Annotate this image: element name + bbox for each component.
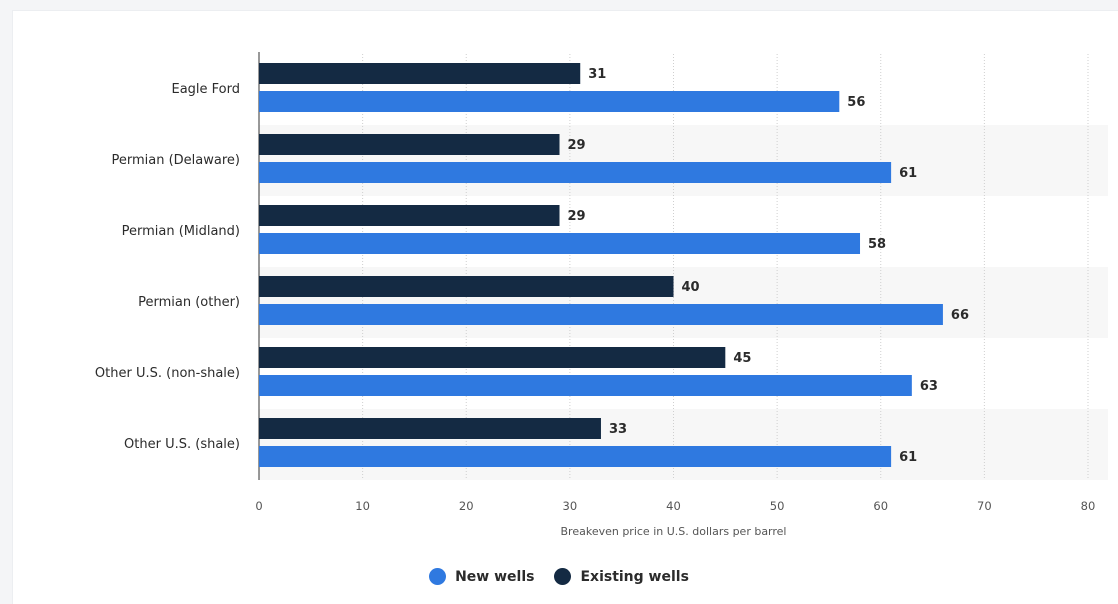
bar-new-wells — [259, 304, 943, 325]
bar-existing-wells — [259, 205, 560, 226]
x-tick-label: 40 — [666, 499, 681, 513]
bar-existing-wells — [259, 347, 726, 368]
x-tick-label: 20 — [459, 499, 474, 513]
x-tick-label: 0 — [255, 499, 262, 513]
data-label: 33 — [609, 422, 627, 437]
data-label: 66 — [951, 308, 969, 323]
legend-label-existing-wells: Existing wells — [580, 568, 689, 585]
category-label: Permian (other) — [138, 295, 240, 310]
bar-new-wells — [259, 233, 861, 254]
category-label: Other U.S. (shale) — [124, 437, 240, 452]
bar-existing-wells — [259, 276, 674, 297]
data-label: 31 — [588, 67, 606, 82]
legend: New wells Existing wells — [0, 568, 1118, 585]
x-tick-label: 50 — [770, 499, 785, 513]
data-label: 56 — [847, 95, 865, 110]
x-tick-label: 70 — [977, 499, 992, 513]
data-label: 58 — [868, 237, 886, 252]
bar-new-wells — [259, 91, 840, 112]
x-tick-label: 30 — [563, 499, 578, 513]
data-label: 29 — [568, 138, 586, 153]
legend-item-new-wells[interactable]: New wells — [429, 568, 534, 585]
bar-chart: 0 10 20 30 40 50 60 70 80 Eagle Ford 31 56 Permian (… — [94, 52, 1096, 538]
bar-new-wells — [259, 375, 912, 396]
x-tick-label: 80 — [1081, 499, 1096, 513]
legend-swatch-new-wells — [429, 568, 447, 585]
data-label: 40 — [682, 280, 700, 295]
data-label: 61 — [899, 166, 917, 181]
category-label: Permian (Delaware) — [112, 153, 241, 168]
category-label: Eagle Ford — [171, 82, 240, 97]
legend-item-existing-wells[interactable]: Existing wells — [554, 568, 689, 585]
x-axis-title: Breakeven price in U.S. dollars per barr… — [561, 525, 787, 538]
data-label: 61 — [899, 450, 917, 465]
bar-existing-wells — [259, 134, 560, 155]
legend-swatch-existing-wells — [554, 568, 572, 585]
bar-existing-wells — [259, 418, 601, 439]
x-tick-label: 60 — [873, 499, 888, 513]
data-label: 29 — [568, 209, 586, 224]
data-label: 63 — [920, 379, 938, 394]
data-label: 45 — [733, 351, 751, 366]
bar-new-wells — [259, 162, 892, 183]
legend-label-new-wells: New wells — [455, 568, 535, 585]
x-tick-label: 10 — [355, 499, 370, 513]
category-label: Permian (Midland) — [122, 224, 240, 239]
category-label: Other U.S. (non-shale) — [95, 366, 240, 381]
bar-new-wells — [259, 446, 892, 467]
bar-existing-wells — [259, 63, 581, 84]
